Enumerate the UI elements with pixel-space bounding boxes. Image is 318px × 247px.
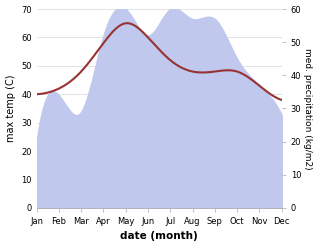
X-axis label: date (month): date (month) — [120, 231, 198, 242]
Y-axis label: max temp (C): max temp (C) — [5, 75, 16, 142]
Y-axis label: med. precipitation (kg/m2): med. precipitation (kg/m2) — [303, 48, 313, 169]
